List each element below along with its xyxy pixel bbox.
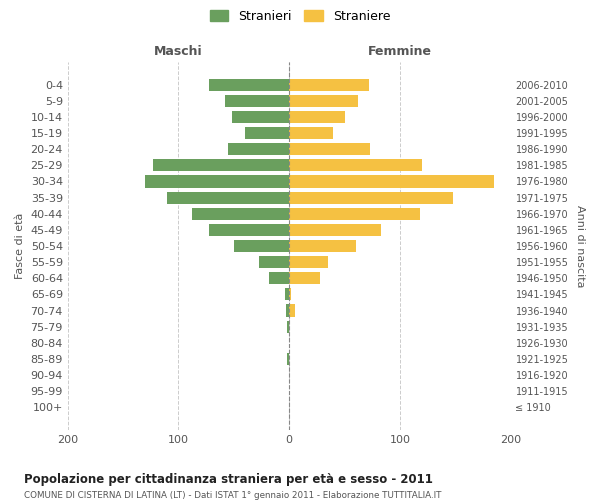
Bar	[286, 304, 289, 316]
Y-axis label: Fasce di età: Fasce di età	[15, 213, 25, 279]
Bar	[289, 224, 381, 236]
Bar	[289, 160, 422, 172]
Bar	[192, 208, 289, 220]
Text: Maschi: Maschi	[154, 45, 203, 58]
Bar	[289, 94, 358, 107]
Bar	[289, 256, 328, 268]
Bar	[245, 127, 289, 139]
Text: Femmine: Femmine	[368, 45, 432, 58]
Bar	[269, 272, 289, 284]
Bar	[145, 176, 289, 188]
Bar	[289, 143, 370, 155]
Bar	[289, 111, 344, 123]
Text: COMUNE DI CISTERNA DI LATINA (LT) - Dati ISTAT 1° gennaio 2011 - Elaborazione TU: COMUNE DI CISTERNA DI LATINA (LT) - Dati…	[24, 491, 442, 500]
Bar	[289, 288, 292, 300]
Bar	[209, 224, 289, 236]
Bar	[153, 160, 289, 172]
Bar	[209, 78, 289, 90]
Bar	[289, 272, 320, 284]
Y-axis label: Anni di nascita: Anni di nascita	[575, 204, 585, 287]
Bar	[289, 192, 453, 203]
Bar	[287, 353, 289, 365]
Bar	[229, 143, 289, 155]
Bar	[289, 127, 334, 139]
Bar	[232, 111, 289, 123]
Bar	[289, 78, 369, 90]
Bar	[234, 240, 289, 252]
Bar	[225, 94, 289, 107]
Bar	[289, 208, 420, 220]
Bar	[289, 304, 295, 316]
Bar	[287, 320, 289, 332]
Bar	[285, 288, 289, 300]
Text: Popolazione per cittadinanza straniera per età e sesso - 2011: Popolazione per cittadinanza straniera p…	[24, 472, 433, 486]
Bar	[259, 256, 289, 268]
Legend: Stranieri, Straniere: Stranieri, Straniere	[206, 6, 394, 26]
Bar	[289, 176, 494, 188]
Bar	[289, 240, 356, 252]
Bar	[167, 192, 289, 203]
